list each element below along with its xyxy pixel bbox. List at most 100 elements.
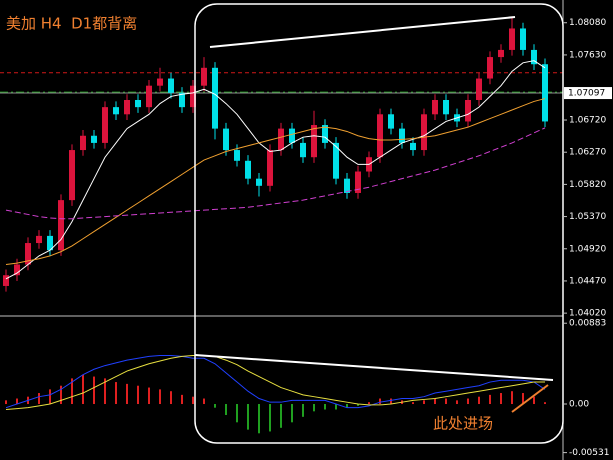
histogram-bar — [335, 404, 337, 410]
histogram-bar — [478, 396, 480, 405]
histogram-bar — [434, 398, 436, 405]
candle-body — [25, 243, 31, 265]
histogram-bar — [192, 396, 194, 405]
macd-divergence-line — [194, 354, 554, 381]
histogram-bar — [203, 398, 205, 405]
candle-body — [432, 99, 438, 115]
annotation: 此处进场 — [433, 415, 493, 433]
y-tick-label: 1.05820 — [569, 180, 606, 190]
histogram-bar — [489, 394, 491, 405]
histogram-bar — [346, 404, 348, 408]
candle-body — [300, 142, 306, 158]
candle-body — [311, 125, 317, 158]
histogram-bar — [500, 393, 502, 405]
candle-body — [190, 85, 196, 108]
histogram-bar — [137, 385, 139, 405]
histogram-bar — [533, 396, 535, 405]
candle-body — [124, 99, 130, 115]
candle-body — [476, 78, 482, 100]
histogram-bar — [357, 404, 359, 406]
current-price-label: 1.07097 — [568, 89, 605, 99]
histogram-bar — [104, 378, 106, 405]
candle-body — [410, 142, 416, 151]
candle-body — [245, 160, 251, 179]
candle-body — [278, 128, 284, 151]
histogram-bar — [291, 404, 293, 423]
entry-arrow — [511, 384, 549, 413]
histogram-bar — [445, 398, 447, 405]
histogram-bar — [214, 404, 216, 408]
histogram-bar — [324, 404, 326, 410]
candle-body — [58, 200, 64, 251]
candle-body — [520, 28, 526, 50]
histogram-bar — [181, 394, 183, 405]
histogram-bar — [412, 402, 414, 405]
chart-title: 美加 H4 D1都背离 — [6, 15, 137, 33]
y-tick-label: -0.00531 — [569, 448, 609, 458]
candle-body — [256, 178, 262, 186]
candle-body — [289, 128, 295, 143]
candle-body — [135, 99, 141, 108]
histogram-bar — [49, 389, 51, 405]
candle-body — [377, 114, 383, 158]
histogram-bar — [313, 404, 315, 412]
plot-layer — [0, 17, 563, 434]
y-tick-label: 1.06270 — [569, 148, 606, 158]
candle-body — [487, 57, 493, 79]
y-tick-label: 1.04920 — [569, 244, 606, 254]
histogram-bar — [170, 391, 172, 405]
candle-body — [3, 275, 9, 286]
histogram-bar — [467, 398, 469, 405]
histogram-bar — [390, 398, 392, 405]
candle-body — [69, 150, 75, 201]
candle-body — [267, 150, 273, 186]
candle-body — [157, 78, 163, 86]
histogram-bar — [159, 389, 161, 405]
histogram-bar — [148, 387, 150, 405]
histogram-bar — [544, 402, 546, 405]
histogram-bar — [115, 382, 117, 405]
candle-body — [212, 67, 218, 129]
candle-body — [201, 67, 207, 86]
candle-body — [399, 128, 405, 143]
price-divergence-line — [209, 16, 516, 48]
candle-body — [168, 78, 174, 93]
histogram-bar — [511, 391, 513, 405]
candle-body — [102, 107, 108, 143]
histogram-bar — [38, 393, 40, 405]
histogram-bar — [368, 402, 370, 405]
indicator-line — [5, 127, 546, 220]
candle-body — [443, 99, 449, 115]
highlight-box — [194, 3, 564, 444]
candle-body — [234, 150, 240, 161]
histogram-bar — [71, 378, 73, 405]
candle-body — [14, 264, 20, 276]
histogram-bar — [280, 404, 282, 428]
candle-body — [465, 99, 471, 122]
indicator-line — [5, 355, 545, 411]
candle-body — [47, 235, 53, 251]
histogram-bar — [5, 400, 7, 405]
current-price-box — [564, 87, 612, 100]
histogram-bar — [93, 376, 95, 405]
histogram-bar — [126, 383, 128, 405]
candle-body — [36, 235, 42, 244]
y-tick-label: 1.08080 — [569, 18, 606, 28]
histogram-bar — [522, 393, 524, 405]
indicator-line — [5, 98, 546, 265]
histogram-bar — [423, 400, 425, 405]
indicator-line — [5, 60, 546, 280]
candle-body — [355, 171, 361, 193]
histogram-bar — [258, 404, 260, 434]
candle-body — [179, 92, 185, 108]
candle-body — [146, 85, 152, 108]
histogram-bar — [16, 398, 18, 405]
indicator-line — [5, 355, 546, 409]
candle-body — [388, 114, 394, 129]
y-tick-label: 0.00 — [569, 400, 589, 410]
y-tick-label: 1.04470 — [569, 276, 606, 286]
histogram-bar — [60, 385, 62, 405]
histogram-bar — [269, 404, 271, 432]
